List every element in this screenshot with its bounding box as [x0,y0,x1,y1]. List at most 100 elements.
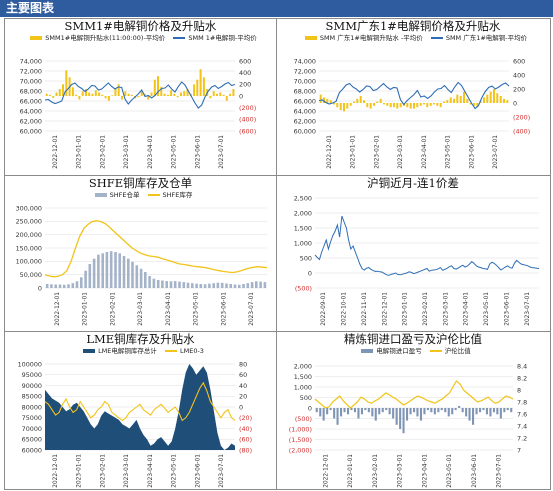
bar [109,251,113,288]
bar [144,272,147,288]
x-tick-label: 2023-04-01 [148,454,154,488]
bar [143,93,146,96]
y-tick-label: 64,000 [20,107,42,115]
bar [329,100,332,103]
x-tick-label: 2023-05-01 [172,135,178,169]
y-tick-label: 2,000 [294,362,312,370]
chart-legend: 电解铜进口盈亏 沪伦比值 [277,347,549,356]
bar [166,94,169,96]
series-line [44,220,268,278]
bar [459,96,462,103]
x-tick-label: 2023-02-01 [100,135,106,169]
bar [233,284,237,288]
bar [385,408,388,411]
bar [117,84,120,96]
legend-label: LME电解铜库存总计 [98,347,157,355]
bar [173,93,176,96]
bar [130,94,133,96]
bar [121,96,123,100]
bar [419,103,422,106]
bar [475,408,478,415]
bar [359,96,362,103]
chart-plot: 100000 95000 90000 85000 80000 75000 70000 6500… [18,360,253,488]
bar [346,103,349,109]
bar [104,96,107,99]
y-tick-label: 200 [513,85,525,93]
bar [503,408,506,413]
bar [433,103,435,105]
x-tick-label: 2023-02-01 [423,292,429,326]
chart-plot: 300,000 250,000 200,000 150,000 100,000 50,00… [16,204,268,326]
chart-legend: SMM1#电解铜升贴水(11:00:00)-平均价 SMM 1#电解铜-平均价 [5,34,276,43]
bar [147,96,150,100]
bar [430,408,433,413]
y-tick-label: 7.4 [517,422,527,430]
bar [173,281,177,288]
bar [364,408,367,411]
y-tick-label: 0 [38,284,42,292]
bar [454,408,457,411]
chart-legend: SMM 广东1#电解铜升贴水 -平均价 SMM 广东1#电解铜-平均价 [277,34,549,43]
bar [54,284,57,288]
bar [429,103,432,106]
bar [156,280,160,288]
bar [232,89,235,96]
y-tick-label: (500) [295,284,312,292]
y-tick-label: 7.8 [517,398,527,406]
y-tick-label: (500) [295,415,312,423]
y-tick-label: 8 [517,386,521,394]
x-tick-label: 2023-04-01 [166,292,172,326]
y-tick-label: (600) [239,127,256,135]
chart-title: SMM广东1#电解铜价格及升贴水 [325,19,501,33]
y-tick-label: 0 [308,269,312,277]
bar [196,79,199,96]
bar [209,96,212,99]
bar [84,270,87,288]
bar [58,89,61,96]
bar [98,92,101,96]
bar [426,408,429,411]
x-tick-label: 2023-07-01 [497,454,503,488]
y-tick-label: 2,000 [294,209,312,217]
bar [383,103,385,105]
y-tick-label: 8.4 [517,362,527,370]
y-tick-label: (200) [513,113,530,121]
legend-label: LME0-3 [179,347,204,355]
y-tick-label: (1,500) [289,436,312,444]
bar [493,89,495,103]
chart-grid [4,18,551,490]
y-tick-label: 7 [517,446,521,454]
x-tick-label: 2023-02-01 [110,292,116,326]
bar [483,97,485,103]
x-tick-label: 2023-02-01 [100,454,106,488]
y-tick-label: 74,000 [294,57,316,65]
bar [413,408,416,413]
bar [388,408,391,415]
bar [461,408,464,413]
x-tick-label: 2022-12-01 [382,292,388,326]
y-tick-label: 60,000 [294,127,316,135]
bar [176,96,179,98]
bar [48,94,51,96]
y-tick-label: 0 [513,99,517,107]
y-tick-label: 2,500 [294,194,312,202]
legend-swatch [429,350,442,352]
bar [225,283,228,288]
y-tick-label: 40 [239,382,247,390]
y-tick-label: 100,000 [16,258,42,266]
legend-label: SMM1#电解铜升贴水(11:00:00)-平均价 [45,34,166,42]
bar [453,98,455,103]
y-tick-label: 200,000 [16,231,42,239]
bar [219,92,222,96]
bar [449,97,452,103]
bar [152,278,156,288]
bar [78,96,81,100]
bar [489,408,492,417]
x-tick-label: 2023-04-01 [148,135,154,169]
bar [220,282,224,288]
bar [426,103,429,108]
bar [114,89,117,96]
bar [343,103,345,112]
bar [186,89,189,96]
y-tick-label: (60) [239,436,252,444]
